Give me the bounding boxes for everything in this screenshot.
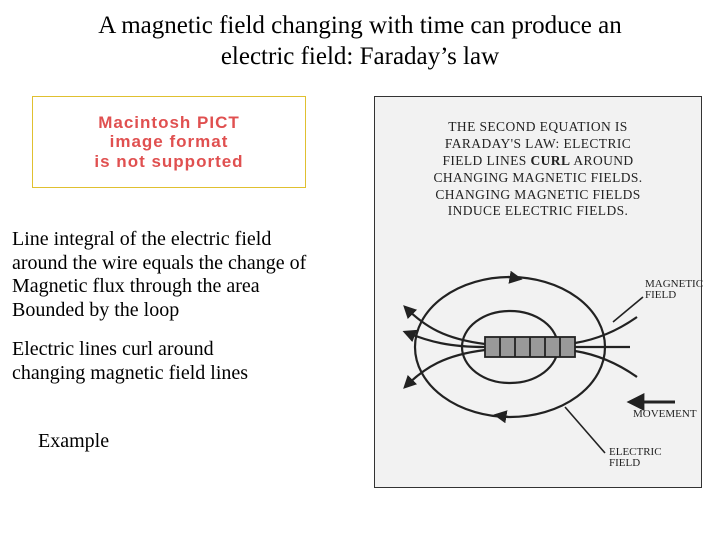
label-movement: MOVEMENT (633, 409, 697, 420)
pict-line-1: Macintosh PICT (98, 113, 240, 132)
fig-cap-line-3c: AROUND (570, 153, 633, 168)
p1-line-1: Line integral of the electric field (12, 228, 271, 250)
title-line-2: electric field: Faraday’s law (221, 43, 499, 70)
diagram-caption: THE SECOND EQUATION IS FARADAY'S LAW: EL… (389, 119, 687, 220)
diagram-drawing: MAGNETIC FIELD MOVEMENT ELECTRIC FIELD (375, 247, 701, 487)
slide-title: A magnetic field changing with time can … (0, 10, 720, 73)
pict-placeholder-text: Macintosh PICT image format is not suppo… (94, 113, 243, 172)
fig-cap-line-1: THE SECOND EQUATION IS (448, 119, 627, 134)
pict-placeholder: Macintosh PICT image format is not suppo… (32, 96, 306, 188)
fig-cap-line-2: FARADAY'S LAW: ELECTRIC (445, 136, 631, 151)
p1-line-2: around the wire equals the change of (12, 252, 306, 274)
pict-line-3: is not supported (94, 152, 243, 171)
example-label: Example (38, 430, 109, 453)
paragraph-1: Line integral of the electric field arou… (12, 228, 372, 322)
fig-cap-line-6: INDUCE ELECTRIC FIELDS. (448, 203, 629, 218)
label-magnetic-field: MAGNETIC FIELD (645, 279, 703, 301)
pict-line-2: image format (110, 132, 229, 151)
p2-line-1: Electric lines curl around (12, 338, 214, 360)
p2-line-2: changing magnetic field lines (12, 362, 248, 384)
fig-cap-line-3a: FIELD LINES (442, 153, 530, 168)
title-line-1: A magnetic field changing with time can … (98, 12, 621, 39)
fig-cap-line-4: CHANGING MAGNETIC FIELDS. (433, 170, 642, 185)
label-field-2: FIELD (609, 457, 640, 469)
label-electric-field: ELECTRIC FIELD (609, 447, 662, 469)
diagram-panel: THE SECOND EQUATION IS FARADAY'S LAW: EL… (374, 96, 702, 488)
paragraph-2: Electric lines curl around changing magn… (12, 338, 312, 385)
fig-cap-curl: CURL (531, 153, 571, 168)
fig-cap-line-5: CHANGING MAGNETIC FIELDS (435, 187, 640, 202)
p1-line-4: Bounded by the loop (12, 299, 179, 321)
p1-line-3: Magnetic flux through the area (12, 275, 260, 297)
label-field-1: FIELD (645, 289, 676, 301)
